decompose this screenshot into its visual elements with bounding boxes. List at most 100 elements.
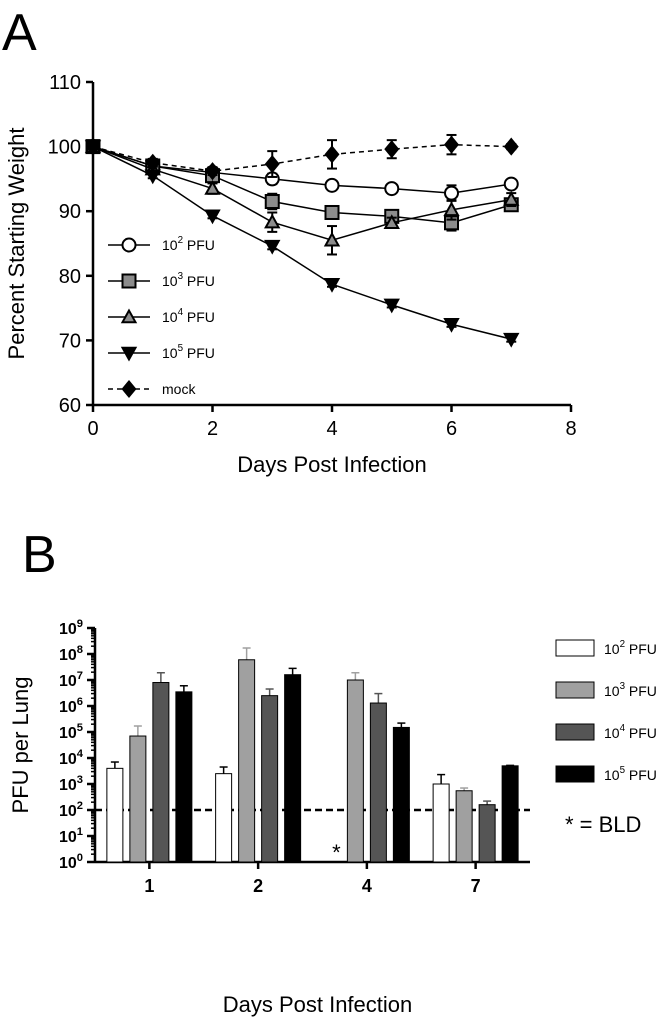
a-x-tick-label: 2: [207, 418, 218, 440]
b-y-tick-label: 102: [59, 800, 83, 820]
a-data-point: [264, 239, 281, 255]
a-data-point: [444, 135, 459, 154]
a-x-tick-label: 8: [565, 418, 576, 440]
b-legend-swatch: [555, 639, 595, 657]
a-data-point: [383, 298, 400, 314]
b-y-tick-label: 105: [59, 722, 83, 742]
b-x-tick-label: 2: [253, 876, 263, 896]
a-y-axis-title: Percent Starting Weight: [4, 128, 29, 360]
a-data-point: [503, 176, 519, 192]
a-data-point: [443, 201, 460, 217]
a-data-point: [144, 169, 161, 185]
b-bar: [129, 735, 147, 863]
b-bar: [152, 682, 170, 863]
a-data-point: [264, 213, 281, 229]
a-y-tick-label: 90: [59, 201, 81, 223]
a-data-point: [264, 194, 280, 210]
a-data-point: [443, 318, 460, 333]
b-x-tick-label: 1: [144, 876, 154, 896]
a-legend-marker: [120, 308, 138, 324]
b-y-tick-label: 101: [59, 826, 83, 846]
b-y-tick-label: 100: [59, 852, 83, 872]
b-y-axis-title: PFU per Lung: [8, 677, 33, 814]
a-data-point: [204, 209, 221, 225]
a-y-tick-label: 110: [49, 72, 81, 94]
b-x-tick-label: 7: [471, 876, 481, 896]
a-data-point: [204, 180, 221, 195]
b-y-tick-label: 106: [59, 696, 83, 716]
a-legend-marker: [120, 346, 138, 362]
b-bar: [432, 783, 450, 863]
b-legend-swatch: [555, 765, 595, 783]
b-bar: [478, 804, 496, 863]
a-data-point: [324, 204, 340, 220]
a-x-tick-label: 4: [326, 418, 337, 440]
a-data-point: [205, 162, 220, 181]
a-legend-label: mock: [162, 381, 196, 397]
b-legend-label: 105 PFU: [604, 765, 657, 783]
a-data-point: [384, 181, 400, 197]
b-bar: [175, 691, 193, 863]
a-legend-label: 105 PFU: [162, 343, 215, 361]
b-bar: [346, 679, 364, 863]
a-data-point: [383, 214, 400, 230]
b-bar: [261, 695, 279, 863]
b-y-tick-label: 103: [59, 774, 83, 794]
a-series: [85, 133, 519, 181]
a-data-point: [324, 145, 340, 164]
a-y-tick-label: 60: [59, 395, 81, 417]
b-bar: [392, 726, 410, 863]
a-x-tick-label: 6: [446, 418, 457, 440]
b-bar: [215, 773, 233, 863]
a-legend-label: 103 PFU: [162, 271, 215, 289]
a-legend-marker: [121, 273, 137, 289]
a-data-point: [85, 137, 101, 156]
a-legend-marker: [121, 379, 137, 399]
a-x-tick-label: 0: [87, 418, 98, 440]
panel-b-bar-chart: 100 101 102 103 104 105 106 107 108 109 1 2 4 * 7 Days …: [8, 618, 657, 1017]
b-bld-asterisk: *: [332, 840, 341, 865]
a-data-point: [503, 137, 519, 156]
a-legend-label: 104 PFU: [162, 307, 215, 325]
a-series: [84, 140, 520, 348]
a-data-point: [145, 153, 161, 172]
b-bar: [284, 674, 302, 863]
a-data-point: [384, 140, 400, 159]
b-bar: [238, 659, 256, 863]
b-legend-label: 103 PFU: [604, 681, 657, 699]
panel-a-line-chart: 60 70 80 90 100 110 0 2 4 6 8 Days Post Infection Pe…: [4, 72, 577, 477]
b-y-tick-label: 109: [59, 618, 83, 638]
a-y-tick-label: 80: [59, 266, 81, 288]
b-bar: [455, 790, 473, 863]
b-x-axis-title: Days Post Infection: [223, 992, 413, 1017]
panel-a-letter: A: [2, 4, 37, 62]
a-data-point: [503, 191, 520, 206]
b-bar: [501, 765, 519, 863]
a-data-point: [503, 332, 520, 348]
b-y-tick-label: 108: [59, 644, 83, 664]
a-series-line: [92, 145, 512, 242]
b-bar: [106, 767, 124, 863]
b-legend-label: 102 PFU: [604, 639, 657, 657]
a-data-point: [264, 154, 280, 174]
a-series-line: [92, 143, 512, 172]
panel-b-letter: B: [22, 526, 57, 584]
a-legend-label: 102 PFU: [162, 235, 215, 253]
a-series-line: [92, 145, 512, 340]
b-bar: [369, 702, 387, 863]
bld-note: * = BLD: [565, 812, 641, 837]
b-legend-swatch: [555, 723, 595, 741]
a-data-point: [324, 177, 340, 193]
a-legend-marker: [121, 237, 137, 253]
a-x-axis-title: Days Post Infection: [237, 452, 427, 477]
a-y-tick-label: 70: [59, 330, 81, 352]
b-y-tick-label: 104: [59, 748, 84, 768]
b-y-tick-label: 107: [59, 670, 83, 690]
b-legend-label: 104 PFU: [604, 723, 657, 741]
a-data-point: [444, 185, 459, 201]
a-data-point: [323, 277, 341, 293]
a-y-tick-label: 100: [48, 137, 81, 159]
a-data-point: [323, 231, 341, 247]
a-series-line: [92, 145, 512, 224]
